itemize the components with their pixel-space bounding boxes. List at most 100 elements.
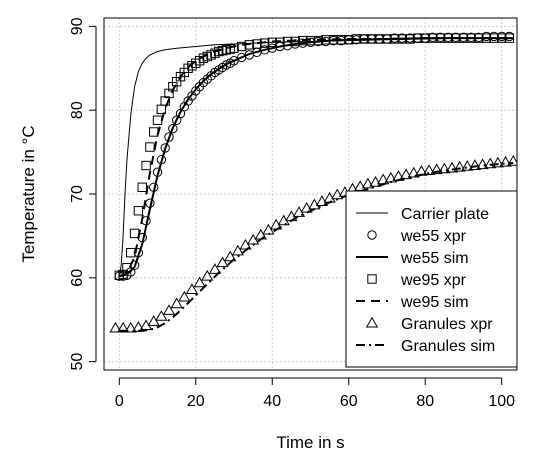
- legend-item-granules-sim: Granules sim: [356, 338, 495, 355]
- data-point: [152, 115, 163, 125]
- data-point: [461, 160, 474, 171]
- y-axis-title: Temperature in °C: [19, 125, 38, 262]
- data-point: [451, 33, 461, 43]
- data-point: [438, 162, 451, 174]
- data-point: [405, 34, 415, 44]
- data-point: [430, 163, 443, 175]
- x-axis-title: Time in s: [276, 433, 344, 452]
- data-point: [420, 33, 430, 43]
- x-tick-label: 20: [187, 393, 205, 410]
- data-point: [453, 160, 466, 172]
- data-point: [133, 247, 144, 258]
- data-point: [369, 176, 382, 187]
- data-point: [244, 40, 255, 50]
- legend-label: we55 sim: [400, 250, 469, 267]
- data-point: [149, 127, 159, 137]
- series-we95-xpr: [114, 33, 515, 280]
- data-point: [344, 35, 354, 45]
- data-point: [428, 33, 438, 43]
- data-point: [377, 173, 390, 185]
- data-point: [162, 304, 176, 315]
- data-point: [422, 164, 436, 175]
- data-point: [109, 321, 122, 333]
- data-point: [259, 45, 270, 55]
- data-point: [129, 260, 140, 270]
- data-point: [313, 35, 323, 46]
- data-point: [491, 156, 504, 168]
- legend-label: Carrier plate: [401, 206, 489, 223]
- data-point: [141, 160, 151, 171]
- data-point: [399, 168, 413, 180]
- data-point: [145, 198, 155, 208]
- data-point: [178, 290, 191, 302]
- data-point: [231, 244, 244, 256]
- data-point: [504, 33, 515, 43]
- data-point: [466, 33, 476, 43]
- data-point: [351, 34, 362, 44]
- data-point: [407, 166, 420, 178]
- legend-box: [345, 190, 518, 368]
- data-point: [392, 170, 405, 181]
- data-point: [132, 320, 145, 332]
- data-point: [366, 34, 377, 44]
- data-point: [499, 155, 512, 167]
- data-point: [321, 35, 331, 45]
- data-point: [201, 269, 214, 281]
- x-tick-label: 40: [263, 393, 281, 410]
- data-point: [229, 43, 239, 53]
- data-point: [126, 247, 136, 258]
- data-point: [275, 37, 285, 48]
- y-tick-label: 80: [69, 101, 86, 119]
- data-point: [397, 34, 407, 44]
- data-point: [507, 155, 517, 166]
- data-point: [141, 216, 151, 226]
- data-point: [443, 33, 453, 43]
- data-point: [122, 263, 132, 273]
- data-point: [145, 142, 155, 152]
- data-point: [224, 250, 237, 262]
- data-point: [129, 228, 140, 239]
- data-point: [229, 56, 239, 66]
- y-tick-label: 60: [69, 269, 86, 287]
- series-we95-sim: [118, 37, 514, 278]
- data-point: [152, 167, 163, 177]
- data-point: [415, 165, 428, 176]
- data-point: [185, 283, 199, 294]
- data-point: [435, 33, 446, 43]
- data-point: [164, 132, 174, 142]
- data-point: [382, 34, 392, 44]
- data-point: [137, 182, 147, 192]
- data-point: [336, 35, 346, 45]
- data-point: [282, 36, 293, 47]
- data-point: [155, 310, 168, 321]
- legend-label: we95 xpr: [400, 272, 467, 289]
- x-tick-label: 60: [340, 393, 358, 410]
- series-line: [118, 37, 514, 278]
- data-point: [267, 37, 277, 48]
- series-layer: [109, 31, 517, 333]
- data-point: [481, 33, 492, 43]
- data-point: [170, 297, 183, 309]
- data-point: [354, 180, 367, 191]
- data-point: [193, 276, 206, 288]
- legend-label: Granules sim: [401, 338, 495, 355]
- legend: Carrier plate we55 xpr we55 sim we95 xpr we9…: [345, 190, 518, 368]
- data-point: [412, 33, 423, 43]
- legend-item-we95-xpr: we95 xpr: [367, 272, 467, 289]
- data-point: [374, 34, 385, 44]
- x-tick-label: 0: [115, 393, 124, 410]
- data-point: [359, 34, 369, 44]
- data-point: [117, 321, 130, 333]
- data-point: [156, 154, 167, 165]
- data-point: [290, 36, 300, 47]
- legend-marker-key: [367, 274, 377, 284]
- data-point: [160, 143, 170, 153]
- legend-item-we55-xpr: we55 xpr: [367, 228, 467, 245]
- data-point: [168, 123, 178, 134]
- legend-marker-key: [367, 230, 377, 240]
- data-point: [476, 158, 489, 170]
- axes: 0 20 40 60 80 100 50 60 70 80 90: [69, 17, 518, 410]
- x-tick-label: 100: [488, 393, 515, 410]
- data-point: [133, 206, 144, 216]
